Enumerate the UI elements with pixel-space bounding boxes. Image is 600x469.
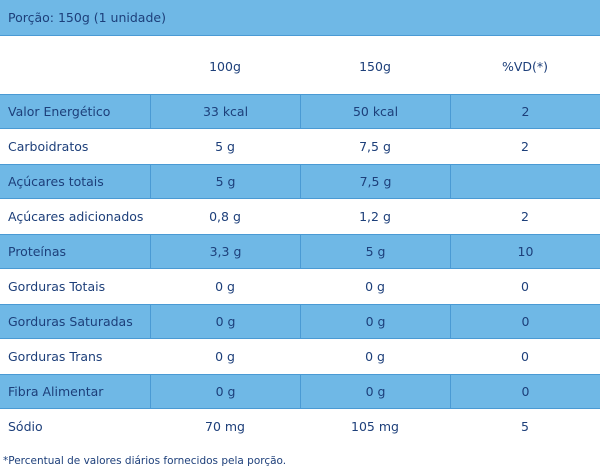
value-100g: 0 g bbox=[215, 349, 235, 364]
nutrient-name: Açúcares adicionados bbox=[8, 209, 144, 224]
value-150g: 0 g bbox=[365, 279, 385, 294]
value-vd: 0 bbox=[450, 375, 600, 408]
nutrient-name: Gorduras Trans bbox=[8, 349, 103, 364]
table-row: Gorduras Totais 0 g 0 g 0 bbox=[0, 269, 600, 304]
value-vd: 10 bbox=[450, 235, 600, 268]
value-150g: 0 g bbox=[365, 349, 385, 364]
column-header-100g: 100g bbox=[209, 59, 241, 74]
value-vd: 0 bbox=[521, 349, 529, 364]
value-100g: 70 mg bbox=[205, 419, 245, 434]
column-header-vd: %VD(*) bbox=[501, 59, 549, 74]
nutrient-name: Sódio bbox=[8, 419, 43, 434]
table-row: Fibra Alimentar 0 g 0 g 0 bbox=[0, 374, 600, 409]
value-150g: 50 kcal bbox=[300, 95, 450, 128]
column-header-row: 100g 150g %VD(*) bbox=[0, 36, 600, 94]
value-100g: 0 g bbox=[150, 305, 300, 338]
portion-header: Porção: 150g (1 unidade) bbox=[0, 0, 600, 36]
nutrient-name: Gorduras Totais bbox=[8, 279, 106, 294]
portion-label: Porção: 150g (1 unidade) bbox=[8, 10, 166, 25]
value-100g: 0 g bbox=[150, 375, 300, 408]
value-150g: 7,5 g bbox=[300, 165, 450, 198]
table-row: Gorduras Saturadas 0 g 0 g 0 bbox=[0, 304, 600, 339]
table-row: Carboidratos 5 g 7,5 g 2 bbox=[0, 129, 600, 164]
value-vd: 2 bbox=[521, 139, 529, 154]
nutrient-name: Açúcares totais bbox=[8, 174, 104, 189]
value-100g: 3,3 g bbox=[150, 235, 300, 268]
table-row: Valor Energético 33 kcal 50 kcal 2 bbox=[0, 94, 600, 129]
value-100g: 5 g bbox=[215, 139, 235, 154]
value-150g: 5 g bbox=[300, 235, 450, 268]
value-vd: 0 bbox=[521, 279, 529, 294]
value-150g: 1,2 g bbox=[359, 209, 391, 224]
nutrient-name: Valor Energético bbox=[8, 104, 111, 119]
table-row: Proteínas 3,3 g 5 g 10 bbox=[0, 234, 600, 269]
nutrient-name: Fibra Alimentar bbox=[8, 384, 104, 399]
table-row: Gorduras Trans 0 g 0 g 0 bbox=[0, 339, 600, 374]
nutrition-table: Valor Energético 33 kcal 50 kcal 2 Carbo… bbox=[0, 94, 600, 444]
value-150g: 7,5 g bbox=[359, 139, 391, 154]
value-100g: 0,8 g bbox=[209, 209, 241, 224]
value-100g: 5 g bbox=[150, 165, 300, 198]
value-100g: 0 g bbox=[215, 279, 235, 294]
value-vd bbox=[450, 165, 600, 198]
table-row: Sódio 70 mg 105 mg 5 bbox=[0, 409, 600, 444]
value-vd: 0 bbox=[450, 305, 600, 338]
value-vd: 2 bbox=[521, 209, 529, 224]
value-150g: 105 mg bbox=[351, 419, 399, 434]
value-150g: 0 g bbox=[300, 305, 450, 338]
value-vd: 2 bbox=[450, 95, 600, 128]
table-row: Açúcares totais 5 g 7,5 g bbox=[0, 164, 600, 199]
nutrient-name: Gorduras Saturadas bbox=[8, 314, 133, 329]
nutrient-name: Proteínas bbox=[8, 244, 66, 259]
table-row: Açúcares adicionados 0,8 g 1,2 g 2 bbox=[0, 199, 600, 234]
column-header-150g: 150g bbox=[359, 59, 391, 74]
nutrient-name: Carboidratos bbox=[8, 139, 89, 154]
value-vd: 5 bbox=[521, 419, 529, 434]
footnote: *Percentual de valores diários fornecido… bbox=[3, 455, 287, 467]
value-150g: 0 g bbox=[300, 375, 450, 408]
value-100g: 33 kcal bbox=[150, 95, 300, 128]
